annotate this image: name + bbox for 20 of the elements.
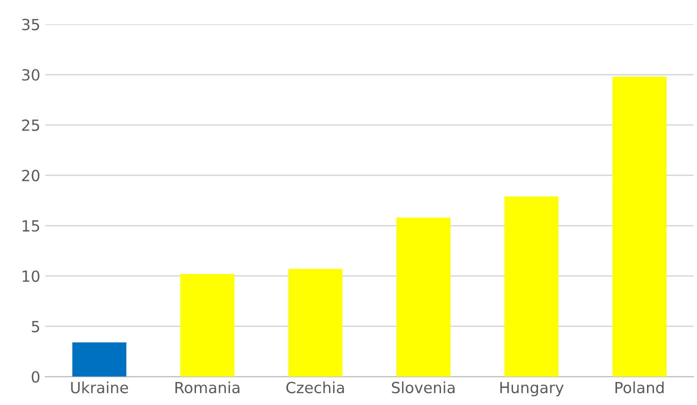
x-tick-label: Ukraine (71, 382, 128, 394)
y-tick-label: 15 (22, 220, 40, 232)
x-tick-label: Romania (175, 382, 240, 394)
y-tick-label: 5 (32, 320, 40, 332)
x-tick-label: Slovenia (392, 382, 455, 394)
bar (288, 268, 342, 377)
x-tick-label: Poland (616, 382, 664, 394)
bar (180, 274, 234, 377)
bar (612, 76, 667, 377)
bar (504, 196, 558, 377)
bar (396, 218, 450, 377)
x-tick-label: Hungary (500, 382, 564, 396)
y-tick-label: 30 (22, 69, 40, 81)
y-tick-label: 0 (32, 371, 40, 383)
y-tick-label: 25 (22, 119, 40, 131)
y-tick-label: 35 (22, 18, 40, 30)
bar (72, 342, 126, 377)
y-tick-label: 20 (22, 170, 40, 182)
y-tick-label: 10 (22, 270, 40, 282)
x-tick-label: Czechia (286, 382, 344, 394)
